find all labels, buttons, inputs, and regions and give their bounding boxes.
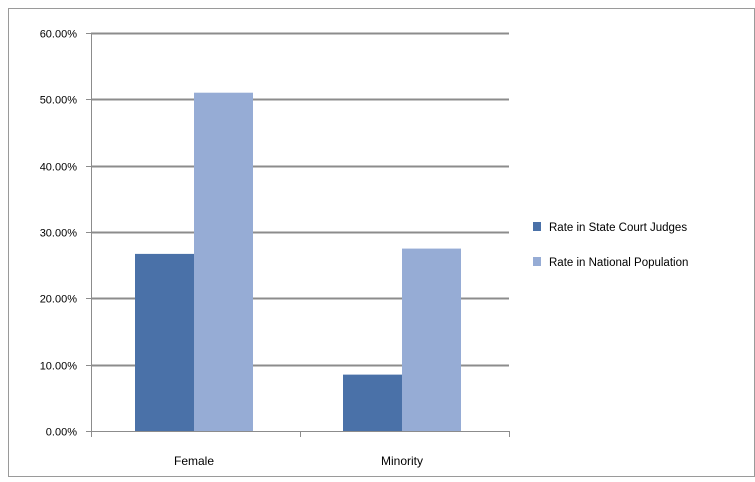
legend-label: Rate in National Population xyxy=(549,257,688,269)
y-tick-label: 10.00% xyxy=(40,361,78,373)
bar xyxy=(343,374,402,431)
y-tick-label: 60.00% xyxy=(40,29,78,41)
bar xyxy=(402,248,461,431)
legend-swatch xyxy=(533,222,541,231)
legend-swatch xyxy=(533,257,541,266)
y-tick-label: 40.00% xyxy=(40,162,78,174)
legend: Rate in State Court Judges Rate in Nation… xyxy=(533,222,688,269)
y-tick-label: 50.00% xyxy=(40,95,78,107)
legend-label: Rate in State Court Judges xyxy=(549,222,687,234)
y-tick-label: 20.00% xyxy=(40,294,78,306)
x-tick-label: Female xyxy=(174,454,214,468)
bar xyxy=(194,92,253,431)
y-tick-label: 30.00% xyxy=(40,228,78,240)
y-tick-label: 0.00% xyxy=(46,427,77,439)
bars xyxy=(135,92,461,431)
bar xyxy=(135,253,194,431)
x-tick-label: Minority xyxy=(381,454,423,468)
axes: 0.00% 10.00% 20.00% 30.00% 40.00% 50.00% 60.00… xyxy=(40,29,510,468)
